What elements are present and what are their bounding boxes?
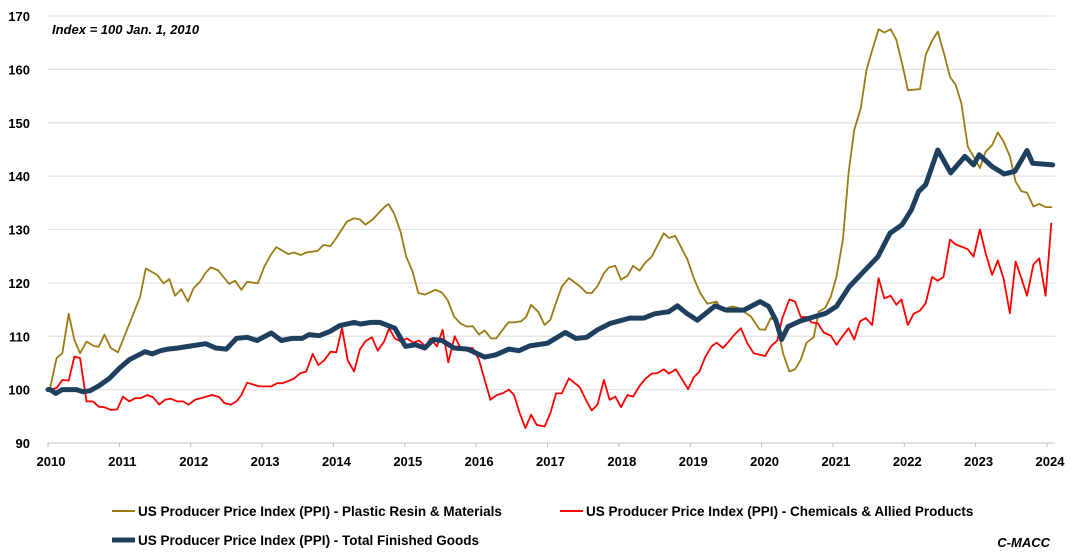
x-axis-ticks: 2010 2011 2012 2013 2014 2015 2016 2017 2018 2019… <box>37 443 1066 469</box>
x-tick-label: 2011 <box>108 454 136 469</box>
y-tick-label: 120 <box>8 276 30 291</box>
x-tick-label: 2024 <box>1036 454 1066 469</box>
series-line-total-finished-goods <box>45 147 1056 396</box>
x-tick-label: 2021 <box>821 454 850 469</box>
x-tick-label: 2015 <box>393 454 422 469</box>
x-tick-label: 2012 <box>179 454 208 469</box>
y-tick-label: 160 <box>8 62 30 77</box>
gridlines <box>48 15 1055 444</box>
index-annotation: Index = 100 Jan. 1, 2010 <box>52 22 200 37</box>
series-line-plastic-resin <box>47 28 1053 391</box>
x-tick-label: 2019 <box>679 454 708 469</box>
legend-label-total-finished-goods: US Producer Price Index (PPI) - Total Fi… <box>138 533 479 548</box>
legend-item-plastic-resin: US Producer Price Index (PPI) - Plastic … <box>112 504 502 519</box>
x-tick-label: 2022 <box>893 454 922 469</box>
legend-item-total-finished-goods: US Producer Price Index (PPI) - Total Fi… <box>112 533 479 548</box>
y-tick-label: 150 <box>8 116 30 131</box>
legend-item-chemicals: US Producer Price Index (PPI) - Chemical… <box>560 504 973 519</box>
x-tick-label: 2013 <box>251 454 280 469</box>
series-lines <box>45 28 1056 429</box>
x-tick-label: 2018 <box>607 454 636 469</box>
x-tick-label: 2017 <box>536 454 565 469</box>
y-tick-label: 130 <box>8 223 30 238</box>
x-tick-label: 2010 <box>37 454 66 469</box>
x-tick-label: 2020 <box>750 454 779 469</box>
y-tick-label: 90 <box>16 436 30 451</box>
y-tick-label: 170 <box>8 9 30 24</box>
y-tick-label: 100 <box>8 383 30 398</box>
series-line-chemicals <box>47 222 1053 429</box>
source-label: C-MACC <box>997 535 1050 550</box>
x-tick-label: 2014 <box>322 454 352 469</box>
legend-label-chemicals: US Producer Price Index (PPI) - Chemical… <box>586 504 973 519</box>
legend: US Producer Price Index (PPI) - Plastic … <box>112 504 973 548</box>
legend-label-plastic-resin: US Producer Price Index (PPI) - Plastic … <box>138 504 502 519</box>
x-tick-label: 2016 <box>465 454 494 469</box>
y-tick-label: 140 <box>8 169 30 184</box>
y-axis-ticks: 90 100 110 120 130 140 150 160 170 <box>8 9 30 451</box>
y-tick-label: 110 <box>9 329 30 344</box>
x-tick-label: 2023 <box>964 454 993 469</box>
